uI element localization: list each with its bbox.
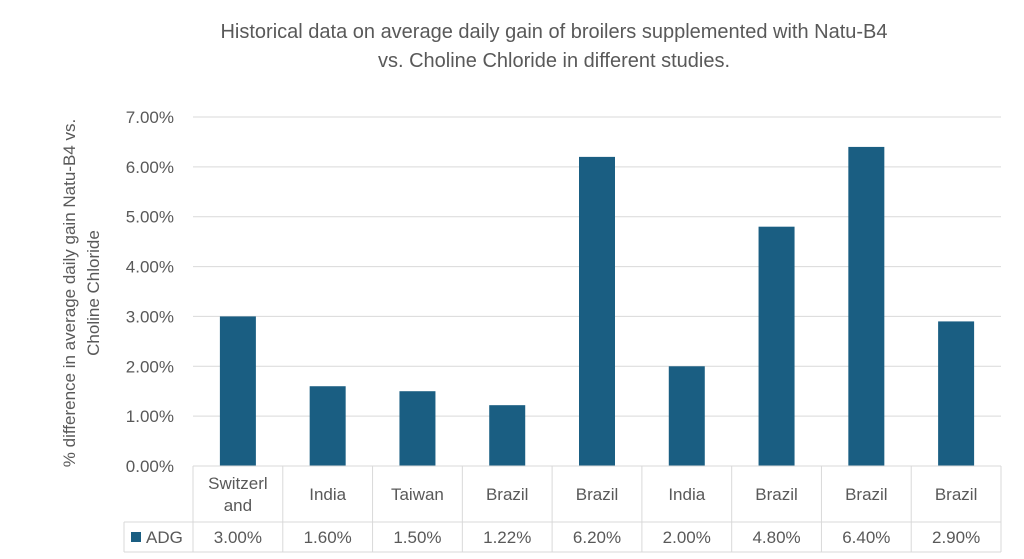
data-label: 1.60% <box>304 528 352 547</box>
bar <box>938 321 975 466</box>
data-label: 1.50% <box>393 528 441 547</box>
category-label: Brazil <box>935 485 978 504</box>
category-label: Brazil <box>755 485 798 504</box>
data-label: 4.80% <box>752 528 800 547</box>
data-label: 6.40% <box>842 528 890 547</box>
y-tick-label: 5.00% <box>126 208 174 227</box>
category-label: Brazil <box>845 485 888 504</box>
category-label: Brazil <box>576 485 619 504</box>
y-tick-label: 6.00% <box>126 158 174 177</box>
bar <box>668 366 705 466</box>
category-label: Brazil <box>486 485 529 504</box>
y-tick-label: 3.00% <box>126 307 174 326</box>
bar <box>309 386 346 466</box>
category-label: India <box>668 485 705 504</box>
bar <box>489 405 526 466</box>
data-label: 2.90% <box>932 528 980 547</box>
bar <box>758 226 795 466</box>
data-label: 1.22% <box>483 528 531 547</box>
category-label: Taiwan <box>391 485 444 504</box>
bar <box>848 146 885 466</box>
y-axis-label-line-1: % difference in average daily gain Natu-… <box>60 119 79 467</box>
bar <box>579 156 615 466</box>
y-tick-label: 4.00% <box>126 258 174 277</box>
data-label: 3.00% <box>214 528 262 547</box>
y-tick-label: 2.00% <box>126 357 174 376</box>
category-label: and <box>224 496 252 515</box>
y-tick-label: 0.00% <box>126 457 174 476</box>
data-label: 2.00% <box>663 528 711 547</box>
chart-title-line-2: vs. Choline Chloride in different studie… <box>378 50 730 72</box>
bar <box>399 391 436 466</box>
bar <box>219 316 256 466</box>
legend-swatch <box>131 532 141 542</box>
y-axis-label-line-2: Choline Chloride <box>84 230 103 356</box>
data-label: 6.20% <box>573 528 621 547</box>
y-tick-label: 7.00% <box>126 108 174 127</box>
legend-label: ADG <box>146 528 183 547</box>
category-label: India <box>309 485 346 504</box>
category-label: Switzerl <box>208 474 268 493</box>
chart-title-line-1: Historical data on average daily gain of… <box>220 21 887 43</box>
y-tick-label: 1.00% <box>126 407 174 426</box>
